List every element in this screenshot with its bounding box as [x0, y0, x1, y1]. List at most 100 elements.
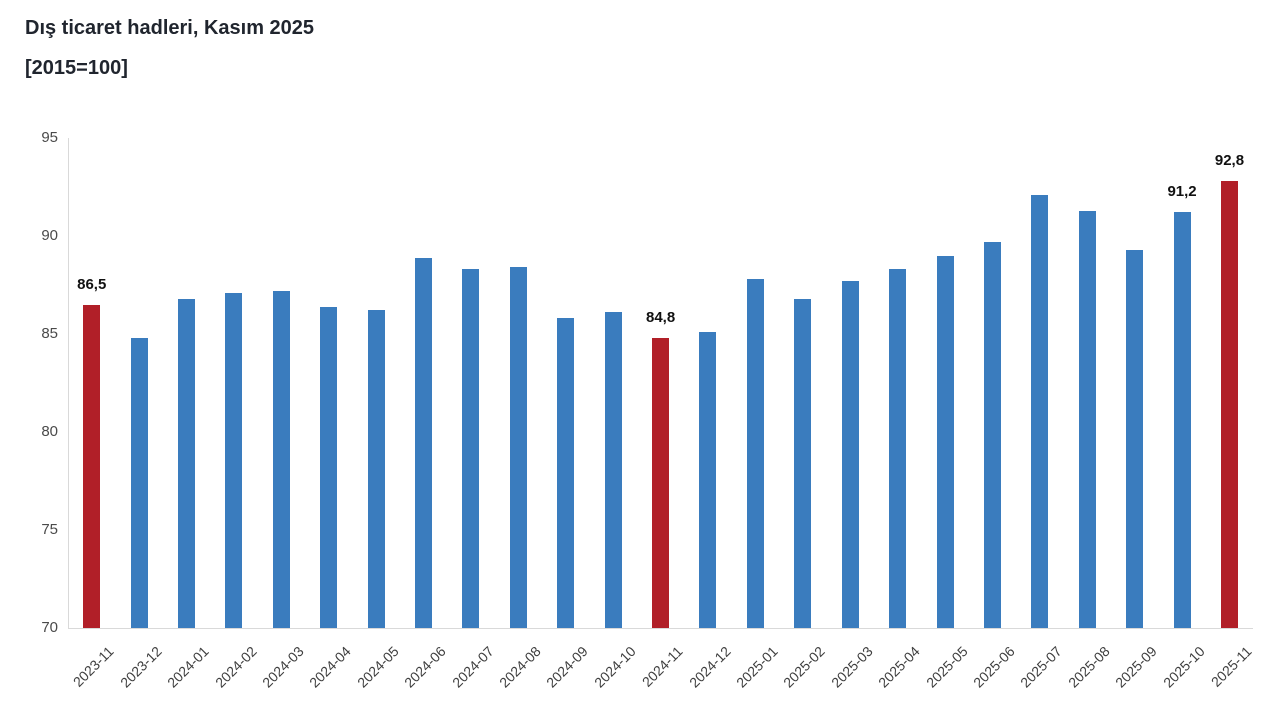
x-tick-label-2025-08: 2025-08: [1064, 643, 1113, 691]
bar-slot-2025-05: [921, 138, 968, 628]
bar-slot-2023-11: 86,5: [68, 138, 115, 628]
x-tick-label-2025-02: 2025-02: [780, 643, 829, 691]
bar-2025-11: [1220, 181, 1238, 628]
bar-value-label-2024-11: 84,8: [645, 308, 676, 326]
bar-2025-07: [1031, 194, 1049, 628]
x-tick-cell-2024-11: 2024-11: [637, 633, 686, 718]
bar-slot-2024-05: [352, 138, 399, 628]
bar-2025-01: [746, 279, 764, 628]
x-tick-label-2024-04: 2024-04: [306, 643, 355, 691]
bar-slot-2025-02: [779, 138, 826, 628]
y-tick-90: 90: [41, 227, 58, 244]
bar-slot-2024-04: [305, 138, 352, 628]
x-tick-label-2025-11: 2025-11: [1207, 643, 1255, 690]
x-tick-cell-2025-02: 2025-02: [779, 633, 829, 718]
bar-2023-11: [83, 304, 101, 628]
bar-2024-10: [604, 312, 622, 628]
x-tick-cell-2024-05: 2024-05: [352, 633, 402, 718]
x-tick-label-2023-11: 2023-11: [70, 643, 118, 690]
bar-slot-2023-12: [115, 138, 162, 628]
bar-value-label-2023-11: 86,5: [77, 275, 107, 293]
bar-2025-05: [936, 255, 954, 628]
x-tick-cell-2025-10: 2025-10: [1158, 633, 1208, 718]
chart-title: Dış ticaret hadleri, Kasım 2025: [25, 17, 315, 39]
x-tick-cell-2024-08: 2024-08: [495, 633, 544, 718]
x-tick-label-2024-12: 2024-12: [685, 643, 734, 691]
x-tick-label-2024-03: 2024-03: [258, 643, 307, 691]
chart-header: Dış ticaret hadleri, Kasım 2025 [2015=10…: [25, 8, 314, 88]
y-tick-80: 80: [41, 423, 58, 440]
bar-2025-03: [841, 281, 859, 628]
chart-subtitle: [2015=100]: [25, 57, 128, 79]
x-tick-cell-2025-07: 2025-07: [1016, 633, 1066, 718]
x-tick-label-2025-10: 2025-10: [1159, 643, 1208, 691]
bar-slot-2024-06: [400, 138, 447, 628]
x-tick-label-2025-01: 2025-01: [733, 643, 781, 691]
bar-slot-2025-09: [1111, 138, 1158, 628]
x-tick-label-2025-07: 2025-07: [1017, 643, 1066, 691]
x-tick-cell-2024-02: 2024-02: [210, 633, 260, 718]
bar-2025-09: [1126, 249, 1144, 628]
bar-slot-2025-04: [874, 138, 921, 628]
bar-2024-02: [225, 292, 243, 628]
bar-value-label-2025-10: 91,2: [1167, 183, 1197, 201]
bar-value-label-2025-11: 92,8: [1214, 152, 1245, 170]
bars-area: 86,5 84,8 91,2 92,8: [68, 138, 1253, 628]
bar-slot-2024-11: 84,8: [637, 138, 684, 628]
bar-slot-2025-08: [1064, 138, 1111, 628]
x-tick-cell-2023-11: 2023-11: [68, 633, 118, 718]
bar-slot-2025-03: [827, 138, 874, 628]
x-tick-cell-2024-01: 2024-01: [163, 633, 212, 718]
bar-2024-05: [367, 310, 385, 628]
bar-slot-2025-10: 91,2: [1158, 138, 1205, 628]
bar-slot-2025-06: [969, 138, 1016, 628]
y-tick-70: 70: [41, 619, 58, 636]
x-tick-cell-2023-12: 2023-12: [115, 633, 165, 718]
x-tick-cell-2024-03: 2024-03: [258, 633, 307, 718]
x-tick-cell-2024-12: 2024-12: [684, 633, 734, 718]
bar-2024-07: [462, 269, 480, 628]
x-tick-cell-2024-04: 2024-04: [305, 633, 355, 718]
x-tick-label-2025-09: 2025-09: [1112, 643, 1160, 691]
bar-2025-06: [983, 241, 1001, 628]
bar-2025-04: [889, 269, 907, 628]
bar-slot-2024-10: [589, 138, 636, 628]
y-tick-95: 95: [41, 129, 58, 146]
x-tick-label-2025-06: 2025-06: [970, 643, 1018, 691]
x-tick-label-2025-05: 2025-05: [922, 643, 971, 691]
bar-2024-01: [178, 298, 196, 628]
bar-slot-2024-03: [258, 138, 305, 628]
y-axis-line: [68, 138, 69, 628]
y-tick-85: 85: [41, 325, 58, 342]
x-tick-label-2024-01: 2024-01: [164, 643, 212, 691]
x-axis-line: [68, 628, 1253, 629]
bar-2024-12: [699, 332, 717, 628]
bar-slot-2024-02: [210, 138, 257, 628]
bar-2024-06: [415, 257, 433, 628]
x-tick-label-2024-11: 2024-11: [638, 643, 686, 690]
bar-slot-2024-01: [163, 138, 210, 628]
x-tick-cell-2025-01: 2025-01: [732, 633, 781, 718]
bar-slot-2025-11: 92,8: [1206, 138, 1253, 628]
x-axis-tick-labels: 2023-11 2023-12 2024-01 2024-02 2024-03 2024-…: [68, 633, 1255, 718]
x-tick-cell-2025-06: 2025-06: [969, 633, 1018, 718]
x-tick-cell-2025-04: 2025-04: [874, 633, 923, 718]
x-tick-cell-2024-09: 2024-09: [542, 633, 592, 718]
x-tick-cell-2025-03: 2025-03: [827, 633, 876, 718]
x-tick-label-2025-04: 2025-04: [875, 643, 923, 691]
bar-slot-2024-09: [542, 138, 589, 628]
bar-2025-02: [794, 298, 812, 628]
x-tick-label-2024-02: 2024-02: [211, 643, 260, 691]
x-tick-label-2024-10: 2024-10: [590, 643, 639, 691]
x-tick-label-2024-05: 2024-05: [353, 643, 402, 691]
x-tick-label-2024-09: 2024-09: [543, 643, 592, 691]
bar-slot-2024-08: [495, 138, 542, 628]
bar-2024-11: [652, 337, 670, 628]
bar-2024-09: [557, 318, 575, 628]
x-tick-label-2023-12: 2023-12: [116, 643, 165, 691]
x-tick-label-2024-07: 2024-07: [448, 643, 497, 691]
bar-2024-08: [509, 267, 527, 628]
x-tick-cell-2024-06: 2024-06: [400, 633, 449, 718]
bar-slot-2024-12: [684, 138, 731, 628]
